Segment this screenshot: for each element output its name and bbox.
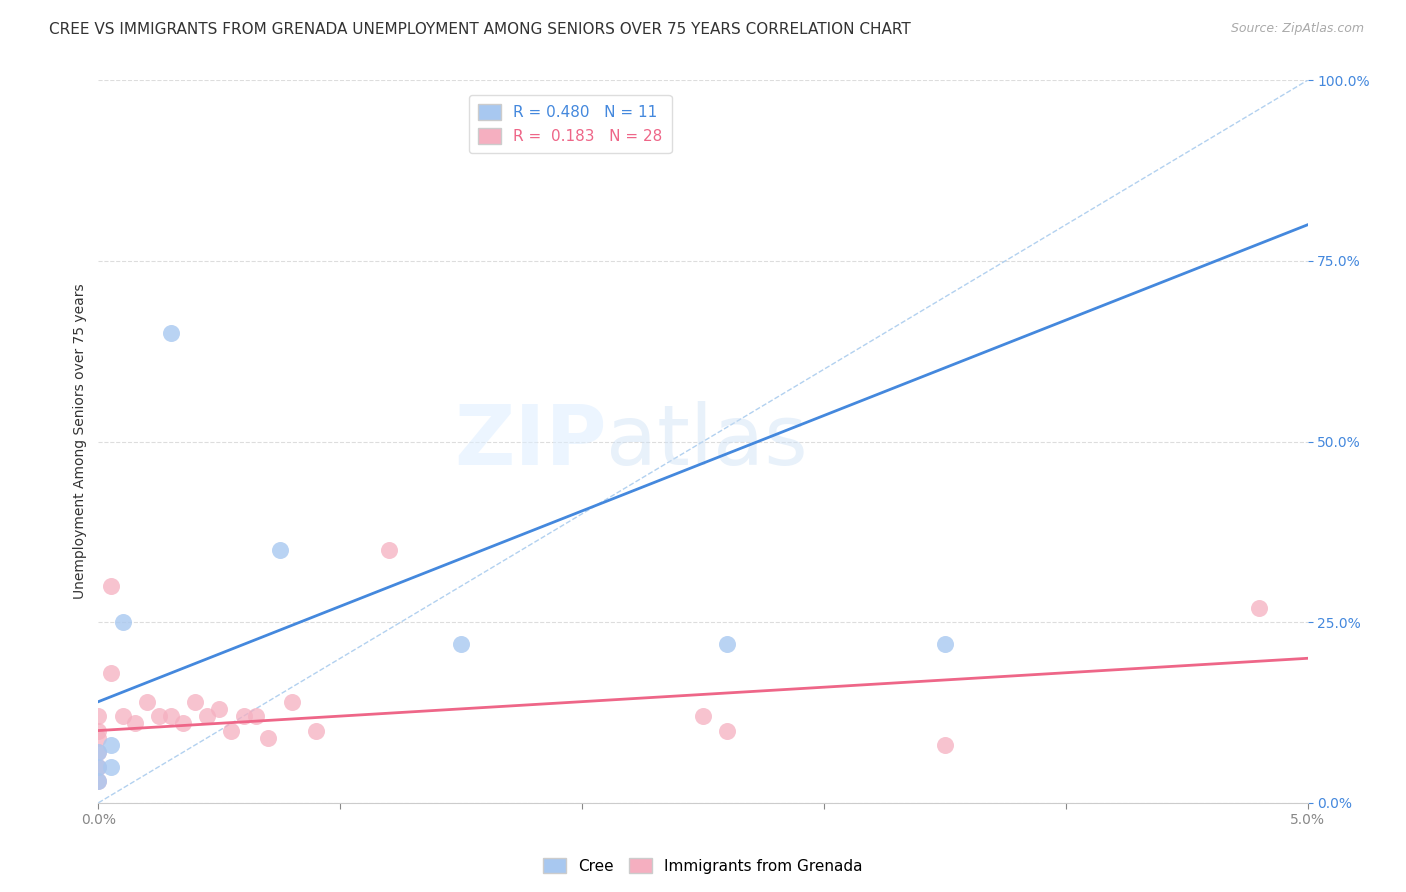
- Point: [716, 637, 738, 651]
- Point: [281, 695, 304, 709]
- Point: [716, 723, 738, 738]
- Point: [934, 637, 956, 651]
- Point: [111, 709, 134, 723]
- Point: [221, 723, 243, 738]
- Text: Source: ZipAtlas.com: Source: ZipAtlas.com: [1230, 22, 1364, 36]
- Point: [172, 716, 194, 731]
- Point: [160, 326, 183, 341]
- Point: [184, 695, 207, 709]
- Point: [87, 760, 110, 774]
- Point: [195, 709, 218, 723]
- Point: [100, 665, 122, 680]
- Point: [1249, 600, 1271, 615]
- Point: [87, 774, 110, 789]
- Point: [100, 738, 122, 752]
- Point: [87, 745, 110, 759]
- Legend: R = 0.480   N = 11, R =  0.183   N = 28: R = 0.480 N = 11, R = 0.183 N = 28: [468, 95, 672, 153]
- Point: [377, 542, 399, 557]
- Point: [124, 716, 146, 731]
- Point: [232, 709, 254, 723]
- Point: [305, 723, 328, 738]
- Point: [87, 774, 110, 789]
- Point: [87, 760, 110, 774]
- Point: [160, 709, 183, 723]
- Point: [208, 702, 231, 716]
- Point: [256, 731, 278, 745]
- Point: [87, 745, 110, 759]
- Point: [450, 637, 472, 651]
- Text: atlas: atlas: [606, 401, 808, 482]
- Point: [100, 579, 122, 593]
- Legend: Cree, Immigrants from Grenada: Cree, Immigrants from Grenada: [537, 852, 869, 880]
- Text: CREE VS IMMIGRANTS FROM GRENADA UNEMPLOYMENT AMONG SENIORS OVER 75 YEARS CORRELA: CREE VS IMMIGRANTS FROM GRENADA UNEMPLOY…: [49, 22, 911, 37]
- Point: [269, 542, 291, 557]
- Point: [87, 709, 110, 723]
- Point: [100, 760, 122, 774]
- Point: [245, 709, 267, 723]
- Point: [87, 731, 110, 745]
- Point: [148, 709, 170, 723]
- Point: [135, 695, 157, 709]
- Text: ZIP: ZIP: [454, 401, 606, 482]
- Point: [87, 723, 110, 738]
- Point: [692, 709, 714, 723]
- Point: [934, 738, 956, 752]
- Y-axis label: Unemployment Among Seniors over 75 years: Unemployment Among Seniors over 75 years: [73, 284, 87, 599]
- Point: [111, 615, 134, 630]
